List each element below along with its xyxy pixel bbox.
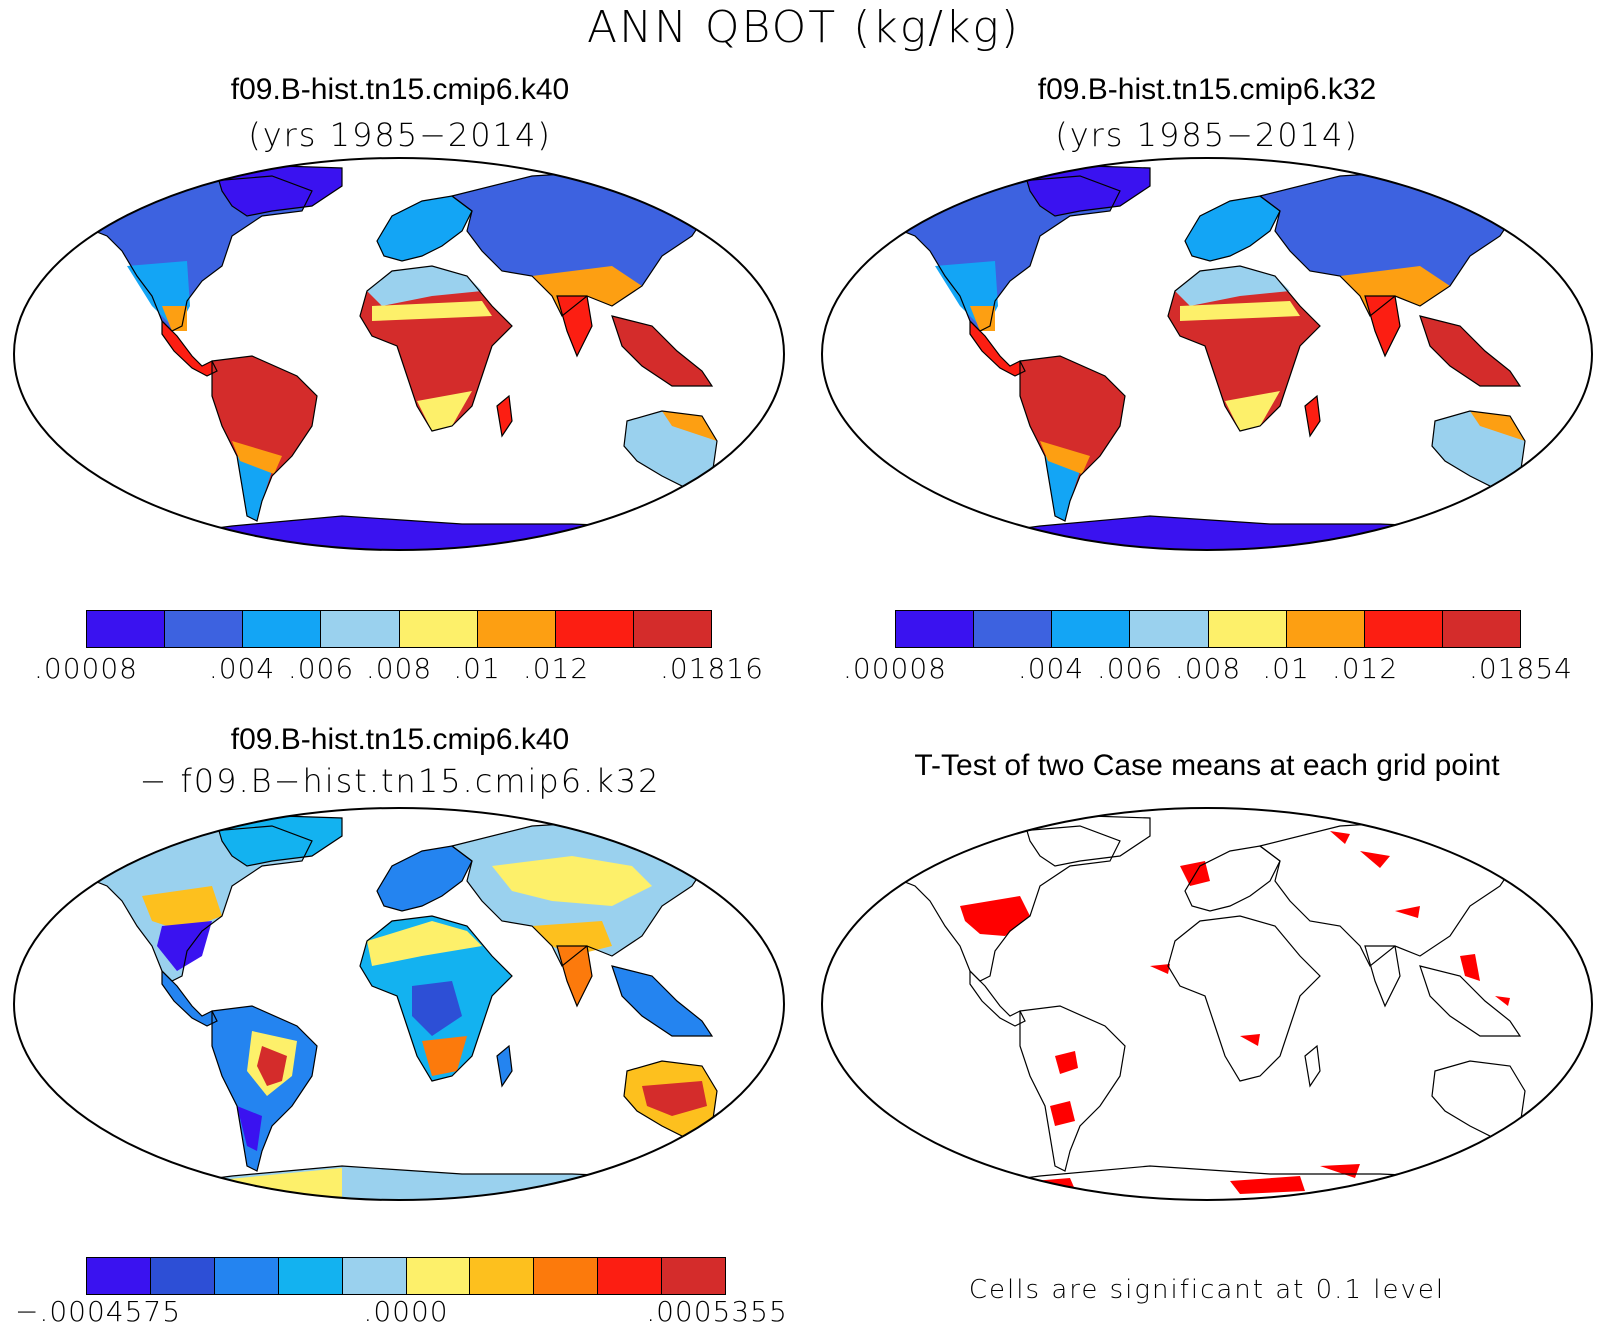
panel-top-right-title: f09.B-hist.tn15.cmip6.k32 bbox=[1037, 73, 1377, 106]
panel-bottom-left-subtitle: − f09.B−hist.tn15.cmip6.k32 bbox=[139, 762, 661, 800]
figure-title: ANN QBOT (kg/kg) bbox=[586, 2, 1020, 53]
colorbar-tick: .00008 bbox=[843, 652, 947, 685]
colorbar-tick: .0000 bbox=[363, 1295, 449, 1328]
panel-top-left-subtitle: (yrs 1985−2014) bbox=[248, 116, 552, 154]
colorbar-top-right bbox=[895, 610, 1521, 648]
colorbar-tick: .008 bbox=[1174, 652, 1242, 685]
colorbar-top-left bbox=[86, 610, 712, 648]
panel-top-left-title: f09.B-hist.tn15.cmip6.k40 bbox=[230, 73, 570, 106]
colorbar-tick: −.0004575 bbox=[14, 1295, 182, 1328]
colorbar-tick: .01816 bbox=[660, 652, 764, 685]
colorbar-tick: .00008 bbox=[34, 652, 138, 685]
colorbar-tick: .01 bbox=[453, 652, 501, 685]
map-bottom-right bbox=[821, 807, 1593, 1201]
colorbar-tick: .008 bbox=[365, 652, 433, 685]
colorbar-tick: .006 bbox=[287, 652, 355, 685]
colorbar-tick: .004 bbox=[208, 652, 276, 685]
colorbar-tick: .004 bbox=[1017, 652, 1085, 685]
map-bottom-left bbox=[13, 807, 785, 1201]
panel-bottom-left-title: f09.B-hist.tn15.cmip6.k40 bbox=[230, 723, 570, 756]
colorbar-tick: .012 bbox=[522, 652, 590, 685]
colorbar-tick: .01 bbox=[1262, 652, 1310, 685]
significance-note: Cells are significant at 0.1 level bbox=[968, 1275, 1446, 1305]
panel-bottom-right-title: T-Test of two Case means at each grid po… bbox=[914, 749, 1500, 782]
panel-top-right-subtitle: (yrs 1985−2014) bbox=[1055, 116, 1359, 154]
colorbar-tick: .012 bbox=[1331, 652, 1399, 685]
colorbar-tick: .006 bbox=[1096, 652, 1164, 685]
colorbar-tick: .01854 bbox=[1469, 652, 1573, 685]
map-top-left bbox=[13, 157, 785, 551]
colorbar-bottom-left bbox=[86, 1257, 726, 1295]
map-top-right bbox=[821, 157, 1593, 551]
colorbar-tick: .0005355 bbox=[646, 1295, 788, 1328]
